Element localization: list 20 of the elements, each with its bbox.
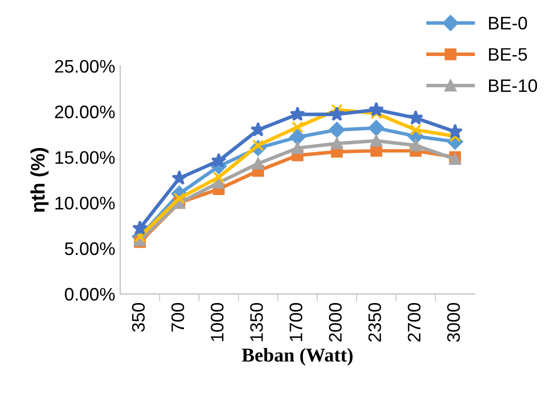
x-tick-label: 350 bbox=[132, 303, 145, 332]
x-tick-label: 2000 bbox=[328, 303, 342, 342]
y-tick-label: 20.00% bbox=[55, 106, 115, 118]
x-tick-label: 1350 bbox=[250, 303, 263, 342]
x-tick-label: 3000 bbox=[447, 303, 460, 342]
x-tick-label: 2350 bbox=[368, 303, 382, 342]
x-tick-label: 2700 bbox=[408, 303, 421, 342]
x-axis-title: Beban (Watt) bbox=[242, 348, 353, 366]
y-tick-label: 25.00% bbox=[55, 60, 115, 73]
legend-label: BE-10 bbox=[489, 79, 538, 92]
y-tick-label: 5.00% bbox=[64, 242, 115, 256]
y-tick-label: 15.00% bbox=[56, 151, 115, 164]
legend-label: BE-5 bbox=[489, 48, 527, 61]
x-tick-label: 700 bbox=[171, 303, 184, 332]
x-tick-label: 1700 bbox=[290, 303, 302, 342]
y-tick-label: 10.00% bbox=[56, 196, 115, 210]
y-axis-title: ηth (%) bbox=[30, 148, 49, 212]
legend-label: BE-0 bbox=[489, 16, 528, 30]
y-tick-label: 0.00% bbox=[64, 288, 115, 301]
x-tick-label: 1000 bbox=[210, 303, 224, 342]
